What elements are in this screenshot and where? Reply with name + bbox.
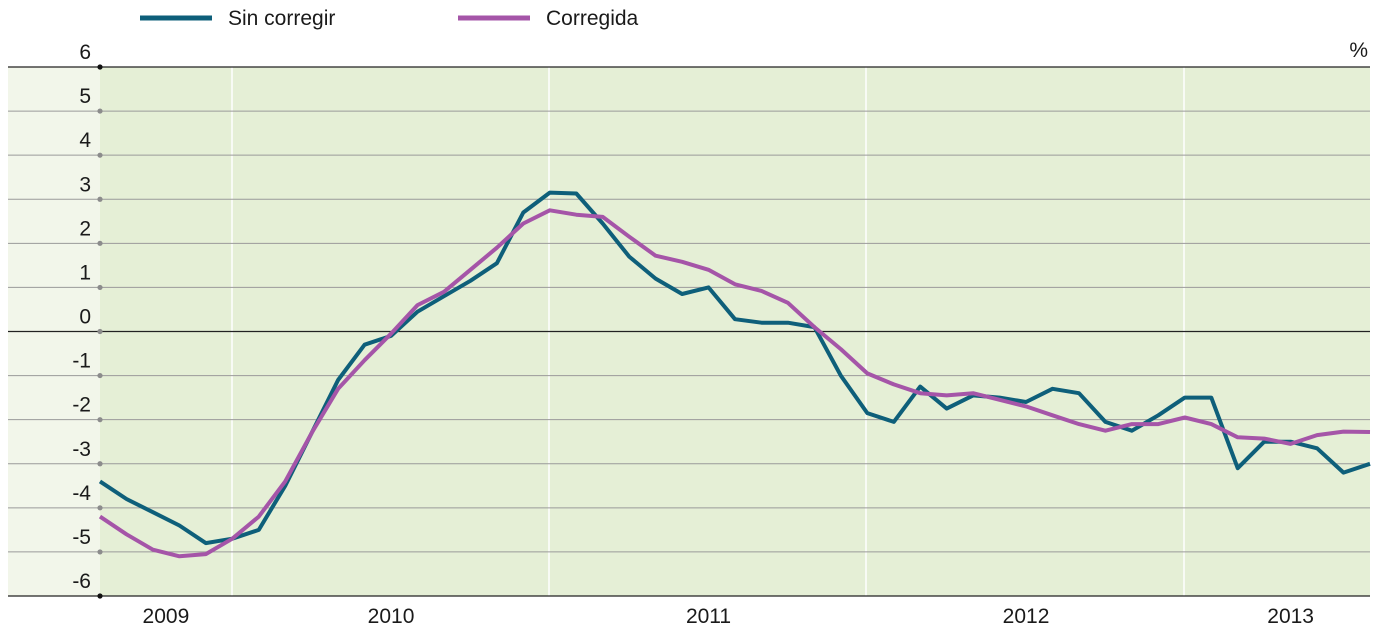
y-tick-label: -1 — [72, 350, 91, 373]
y-tick-label: 3 — [79, 173, 91, 196]
series-line — [98, 208, 1371, 559]
y-tick-label: 6 — [79, 41, 91, 64]
y-tick-label: 5 — [79, 85, 91, 108]
tick-dot — [97, 196, 103, 202]
y-tick-label: 1 — [79, 261, 91, 284]
tick-dot — [97, 372, 103, 379]
y-tick-label: -2 — [72, 394, 91, 417]
tick-dot — [97, 593, 103, 599]
tick-dot — [97, 64, 103, 70]
legend-label: Sin corregir — [228, 7, 335, 30]
x-tick-label: 2009 — [143, 605, 190, 628]
y-tick-label: -5 — [72, 526, 91, 549]
tick-dot — [97, 240, 103, 246]
x-tick-label: 2011 — [686, 605, 731, 628]
y-tick-label: 2 — [79, 217, 91, 240]
unit-label: % — [1349, 39, 1368, 62]
tick-dot — [97, 461, 103, 467]
tick-dot — [97, 284, 103, 291]
tick-dot — [97, 505, 103, 511]
y-tick-label: -3 — [72, 438, 91, 461]
x-tick-label: 2013 — [1267, 605, 1314, 628]
tick-dot — [97, 152, 103, 158]
tick-dot — [97, 328, 103, 335]
y-tick-label: 0 — [79, 306, 91, 329]
x-tick-label: 2010 — [368, 605, 415, 628]
y-tick-label: 4 — [79, 129, 91, 152]
x-tick-label: 2012 — [1003, 605, 1050, 628]
y-tick-label: -4 — [72, 482, 91, 505]
legend-label: Corregida — [546, 7, 639, 30]
tick-dot — [97, 417, 103, 423]
tick-dot — [97, 549, 103, 555]
tick-dot — [97, 108, 103, 114]
y-tick-label: -6 — [72, 570, 91, 593]
